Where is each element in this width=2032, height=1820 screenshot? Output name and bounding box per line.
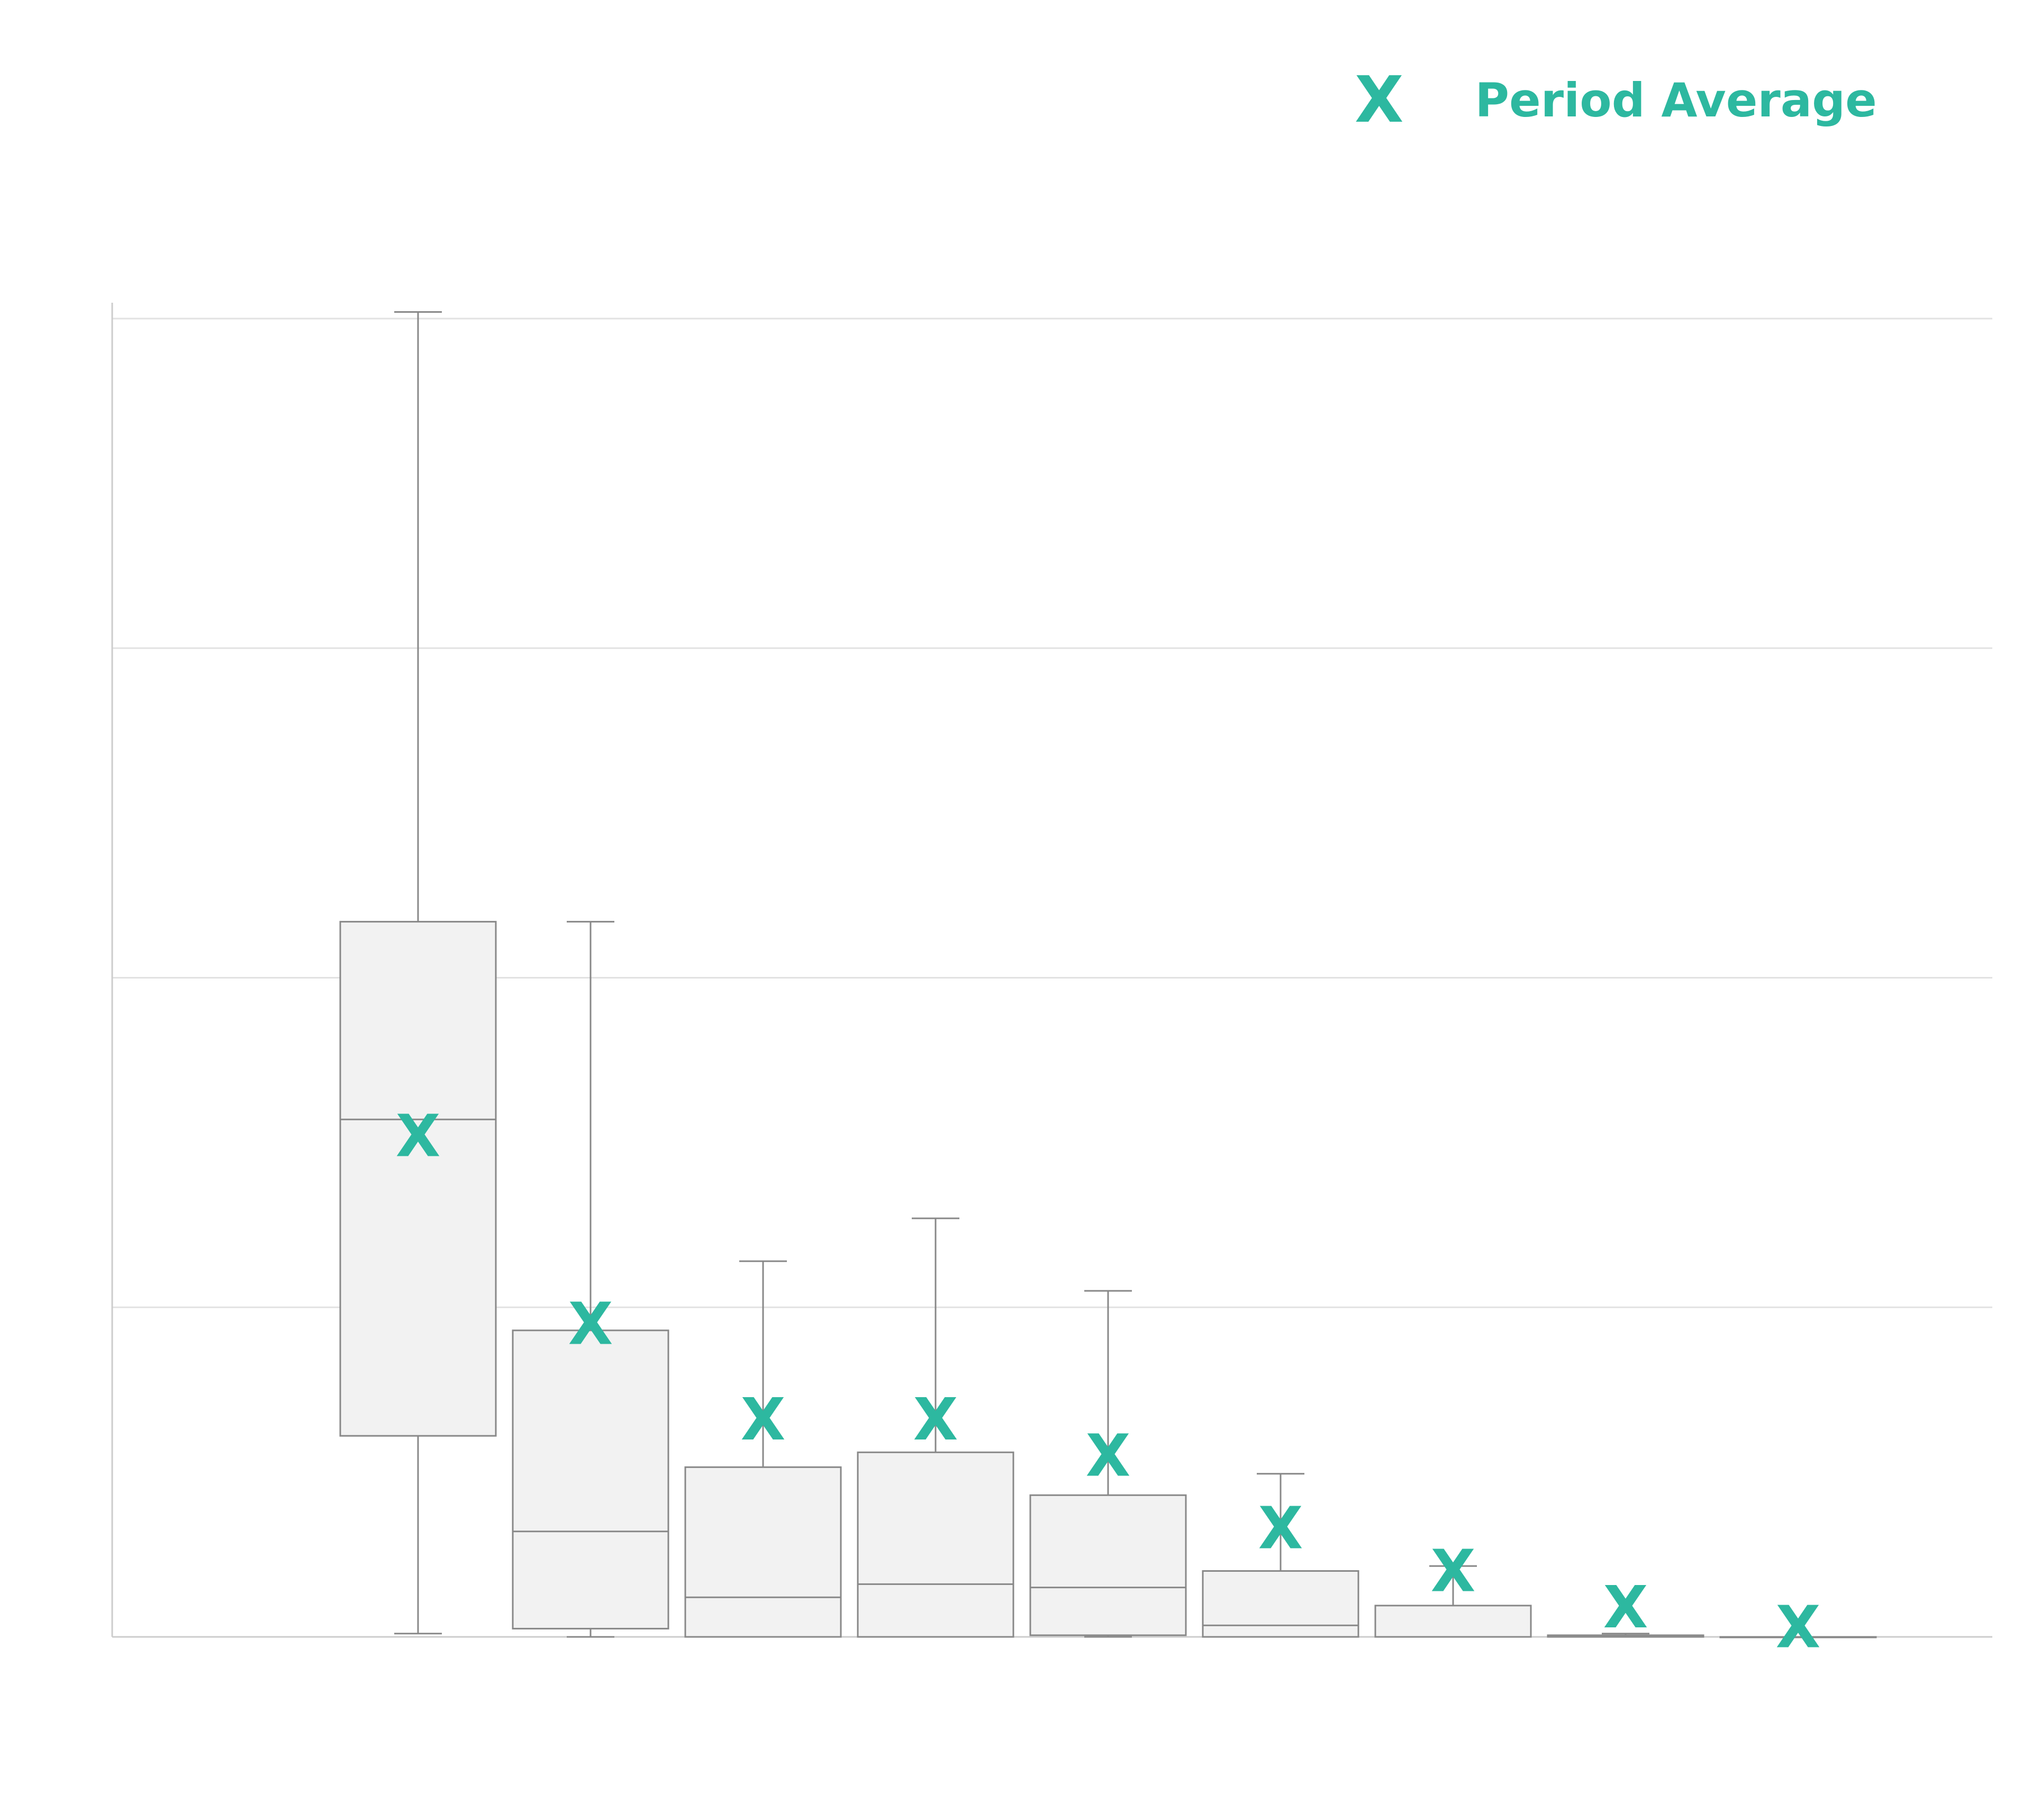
mean-marker: X (396, 1102, 441, 1170)
box (512, 1329, 669, 1629)
mean-marker: X (568, 1290, 613, 1357)
mean-marker: X (1776, 1593, 1821, 1661)
box (684, 1466, 842, 1638)
mean-marker: X (1431, 1537, 1476, 1605)
legend-label: Period Average (1475, 73, 1877, 128)
legend-x-marker-icon: X (1355, 64, 1404, 137)
mean-marker: X (1258, 1494, 1303, 1562)
box (1202, 1570, 1359, 1638)
box (339, 921, 497, 1437)
mean-marker: X (1086, 1421, 1131, 1489)
box (1029, 1494, 1187, 1636)
mean-marker: X (913, 1386, 958, 1453)
mean-marker: X (1603, 1573, 1648, 1641)
box (1374, 1605, 1532, 1638)
legend: X Period Average (1355, 69, 1877, 132)
box (857, 1451, 1014, 1638)
mean-marker: X (741, 1386, 786, 1453)
